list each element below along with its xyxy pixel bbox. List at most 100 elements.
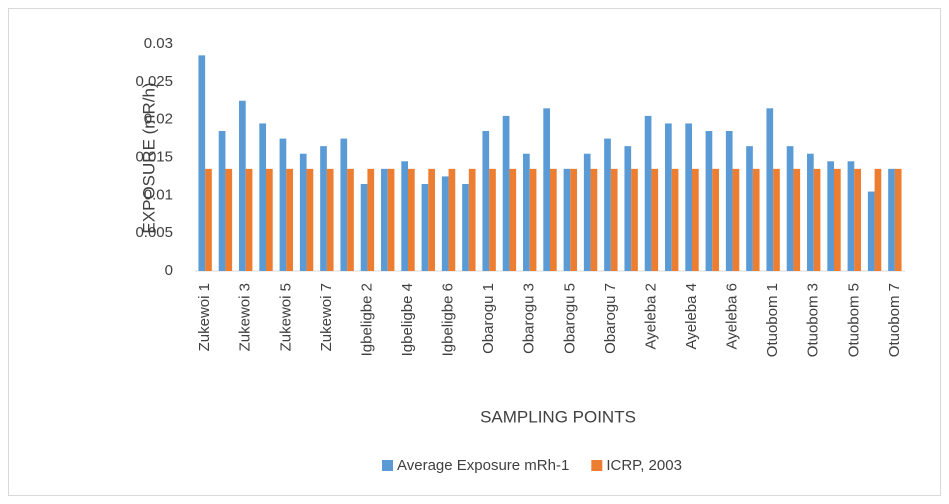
- bar: [523, 153, 530, 271]
- bar: [550, 168, 557, 271]
- bar: [847, 161, 855, 271]
- bar: [874, 168, 882, 271]
- bar: [543, 108, 550, 271]
- bar: [894, 168, 902, 271]
- bar: [320, 146, 327, 271]
- bar: [854, 168, 861, 271]
- bar: [705, 131, 713, 271]
- x-tick-label: Otuobom 3: [805, 283, 822, 357]
- x-tick-label: Zukewoi 7: [318, 283, 335, 351]
- bar: [631, 168, 638, 271]
- bar: [827, 161, 834, 271]
- bar: [245, 168, 253, 271]
- x-tick-label: Zukewoi 3: [237, 283, 254, 351]
- bar: [401, 161, 408, 271]
- x-tick-label: Zukewoi 1: [196, 283, 213, 351]
- bar: [205, 168, 212, 271]
- x-tick-label: Otuobom 7: [886, 283, 903, 357]
- bar: [583, 153, 591, 271]
- bar: [198, 55, 206, 271]
- bar: [773, 168, 780, 271]
- bar: [665, 123, 672, 271]
- bar: [367, 168, 375, 271]
- legend-swatch: [382, 460, 393, 471]
- x-tick-label: Zukewoi 5: [277, 283, 294, 351]
- y-axis-title: EXPOSURE (mR/h): [139, 82, 158, 233]
- bar: [239, 100, 246, 271]
- bar: [509, 168, 517, 271]
- x-tick-label: Igbeligbe 4: [399, 283, 416, 356]
- bar: [462, 183, 469, 271]
- x-tick-label: Igbeligbe 6: [440, 283, 457, 356]
- bar: [218, 131, 226, 271]
- bar: [725, 131, 733, 271]
- bar: [381, 168, 388, 271]
- y-tick-label: 0.025: [135, 73, 173, 90]
- bar: [502, 115, 510, 271]
- bar: [225, 168, 233, 271]
- x-tick-label: Otuobom 5: [845, 283, 862, 357]
- legend-label: ICRP, 2003: [606, 457, 682, 474]
- bar: [306, 168, 314, 271]
- bar: [644, 115, 652, 271]
- bar: [286, 168, 293, 271]
- bar: [340, 138, 348, 271]
- x-tick-label: Obarogu 3: [521, 283, 538, 354]
- bar: [408, 168, 415, 271]
- x-tick-label: Ayeleba 4: [683, 283, 700, 349]
- bar: [766, 108, 774, 271]
- bar: [834, 168, 841, 271]
- bar: [428, 168, 435, 271]
- bar: [279, 138, 287, 271]
- bar: [752, 168, 760, 271]
- bar: [259, 123, 266, 271]
- x-axis-title: SAMPLING POINTS: [480, 407, 636, 426]
- bar: [732, 168, 740, 271]
- x-tick-label: Obarogu 7: [602, 283, 619, 354]
- bar: [692, 168, 699, 271]
- legend-swatch: [591, 460, 603, 471]
- bar: [888, 168, 895, 271]
- bar: [807, 153, 814, 271]
- bar: [387, 168, 395, 271]
- bar: [299, 153, 307, 271]
- y-tick-label: 0.03: [144, 35, 173, 52]
- y-tick-label: 0.02: [144, 111, 173, 128]
- bar: [489, 168, 496, 271]
- bar: [651, 168, 659, 271]
- x-tick-label: Ayeleba 6: [724, 283, 741, 349]
- bar: [482, 131, 490, 271]
- bar: [448, 168, 456, 271]
- bar: [441, 176, 449, 271]
- bar: [326, 168, 334, 271]
- bar: [624, 146, 632, 271]
- x-tick-label: Igbeligbe 2: [358, 283, 375, 356]
- x-tick-label: Ayeleba 2: [642, 283, 659, 349]
- x-tick-label: Obarogu 5: [561, 283, 578, 354]
- y-tick-label: 0.005: [135, 224, 173, 241]
- bar: [468, 168, 476, 271]
- bar: [360, 183, 368, 271]
- bar: [529, 168, 537, 271]
- x-tick-label: Otuobom 1: [764, 283, 781, 357]
- bar: [421, 183, 429, 271]
- bar: [563, 168, 571, 271]
- bar: [813, 168, 821, 271]
- y-tick-label: 0: [165, 262, 173, 279]
- bar: [610, 168, 618, 271]
- bar: [671, 168, 679, 271]
- bar: [604, 138, 611, 271]
- bar: [786, 146, 794, 271]
- bar: [867, 191, 875, 271]
- bar: [347, 168, 354, 271]
- y-tick-label: 0.015: [135, 148, 173, 165]
- bar: [712, 168, 719, 271]
- legend-label: Average Exposure mRh-1: [397, 457, 569, 474]
- bar: [746, 146, 753, 271]
- bar: [266, 168, 273, 271]
- bar: [793, 168, 801, 271]
- bar: [570, 168, 577, 271]
- bar: [590, 168, 598, 271]
